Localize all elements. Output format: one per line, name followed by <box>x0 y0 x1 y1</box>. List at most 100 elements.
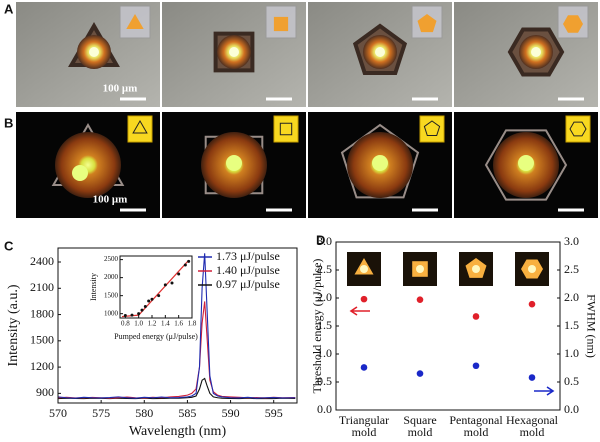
mold-icon <box>569 121 587 137</box>
y-tick-label: 2400 <box>30 254 54 268</box>
y-axis-title: Intensity (a.u.) <box>6 284 21 366</box>
y2-tick-label: 2.0 <box>564 290 579 304</box>
emission-spot <box>226 155 242 171</box>
y2-tick-label: 0.5 <box>564 374 579 388</box>
panel-label: C <box>4 238 14 253</box>
x-tick-label: mold <box>520 425 545 439</box>
mold-icon-box <box>127 115 153 143</box>
y-tick-label: 2.0 <box>317 290 332 304</box>
panel-label: D <box>316 232 325 247</box>
y-tick-label: 1200 <box>30 359 54 373</box>
plot-frame <box>57 247 298 404</box>
y-axis-title: Intensity <box>89 273 98 301</box>
x-tick-label: 595 <box>265 406 283 420</box>
data-point <box>143 304 147 308</box>
y-tick-label: 2.5 <box>317 262 332 276</box>
data-point <box>157 294 161 298</box>
data-point <box>472 362 480 370</box>
data-point <box>416 296 424 303</box>
x-axis-title: Pumped energy (μJ/pulse) <box>114 332 198 341</box>
data-point <box>163 283 167 287</box>
data-point <box>528 374 536 381</box>
y2-tick-label: 2.5 <box>564 262 579 276</box>
panel-label: A <box>4 1 14 16</box>
panel-label: B <box>4 115 13 130</box>
y-tick-label: 1.0 <box>317 346 332 360</box>
emission-spot <box>531 47 541 57</box>
axis-arrow <box>534 386 555 396</box>
y-tick-label: 1500 <box>30 333 54 347</box>
data-point <box>130 313 134 317</box>
spectrum-line <box>57 377 296 400</box>
data-point <box>170 281 174 285</box>
mold-photo-spot <box>528 265 536 273</box>
x-tick-label: Hexagonal <box>506 413 559 427</box>
y2-tick-label: 1.5 <box>564 318 579 332</box>
mold-icon <box>279 122 293 136</box>
data-point <box>528 300 536 308</box>
y-tick-label: 2500 <box>104 255 119 263</box>
y2-tick-label: 3.0 <box>564 234 579 248</box>
x-axis-title: Wavelength (nm) <box>129 424 227 439</box>
mold-icon <box>563 15 583 33</box>
y-tick-label: 0.5 <box>317 374 332 388</box>
mold-icon <box>132 119 148 134</box>
mold-icon <box>417 14 437 33</box>
inset-bg <box>120 256 192 318</box>
mold-icon <box>273 16 289 32</box>
emission-spot <box>72 165 88 181</box>
emission-spot <box>372 155 388 171</box>
legend-label: 1.73 μJ/pulse <box>216 249 280 263</box>
y-tick-label: 1800 <box>30 306 54 320</box>
x-tick-label: mold <box>408 425 433 439</box>
x-tick-label: 585 <box>178 406 196 420</box>
y-axis-title: Threshold energy (μJ/pulse) <box>310 259 324 394</box>
y2-tick-label: 0.0 <box>564 402 579 416</box>
x-tick-label: 1.6 <box>174 320 183 328</box>
data-point <box>150 297 154 301</box>
axis-arrow <box>349 306 370 316</box>
data-point <box>147 299 151 303</box>
data-point <box>360 295 368 303</box>
emission-spot <box>229 47 239 57</box>
emission-spot <box>518 155 534 171</box>
scale-bar-label: 100 μm <box>93 194 128 206</box>
mold-icon-box <box>419 115 445 143</box>
scale-bar-label: 100 μm <box>103 83 138 95</box>
x-tick-label: 1.4 <box>161 320 170 328</box>
emission-spot <box>89 47 99 57</box>
data-point <box>140 308 144 312</box>
y-tick-label: 1000 <box>104 309 119 317</box>
x-tick-label: 590 <box>222 406 240 420</box>
x-tick-label: mold <box>464 425 489 439</box>
x-tick-label: 575 <box>92 406 110 420</box>
x-tick-label: 1.2 <box>148 320 157 328</box>
data-point <box>183 263 187 267</box>
legend-label: 0.97 μJ/pulse <box>216 277 280 291</box>
mold-photo-spot <box>416 265 424 273</box>
data-point <box>177 272 181 276</box>
legend-label: 1.40 μJ/pulse <box>216 263 280 277</box>
mold-photo-spot <box>472 265 480 273</box>
mold-photo-spot <box>360 265 368 273</box>
mold-icon-box <box>273 115 299 143</box>
y2-tick-label: 1.0 <box>564 346 579 360</box>
y-tick-label: 900 <box>36 385 54 399</box>
x-tick-label: Pentagonal <box>449 413 503 427</box>
data-point <box>360 364 368 371</box>
cavity-body <box>55 132 121 198</box>
y-tick-label: 1500 <box>104 291 119 299</box>
y-tick-label: 1.5 <box>317 318 332 332</box>
x-tick-label: Square <box>403 413 436 427</box>
plot-frame <box>119 255 193 319</box>
x-tick-label: 1.8 <box>188 320 197 328</box>
x-tick-label: 0.8 <box>121 320 130 328</box>
x-tick-label: Triangular <box>339 413 389 427</box>
y2-axis-title: FWHM (nm) <box>584 294 598 358</box>
data-point <box>187 259 191 263</box>
y-tick-label: 2100 <box>30 280 54 294</box>
data-point <box>137 312 141 316</box>
x-tick-label: 580 <box>135 406 153 420</box>
